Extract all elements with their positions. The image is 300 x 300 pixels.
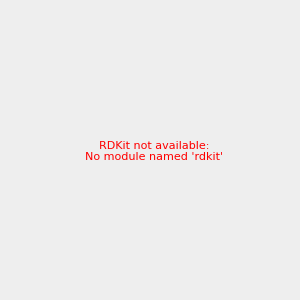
Text: RDKit not available:
No module named 'rdkit': RDKit not available: No module named 'rd… <box>85 141 223 162</box>
